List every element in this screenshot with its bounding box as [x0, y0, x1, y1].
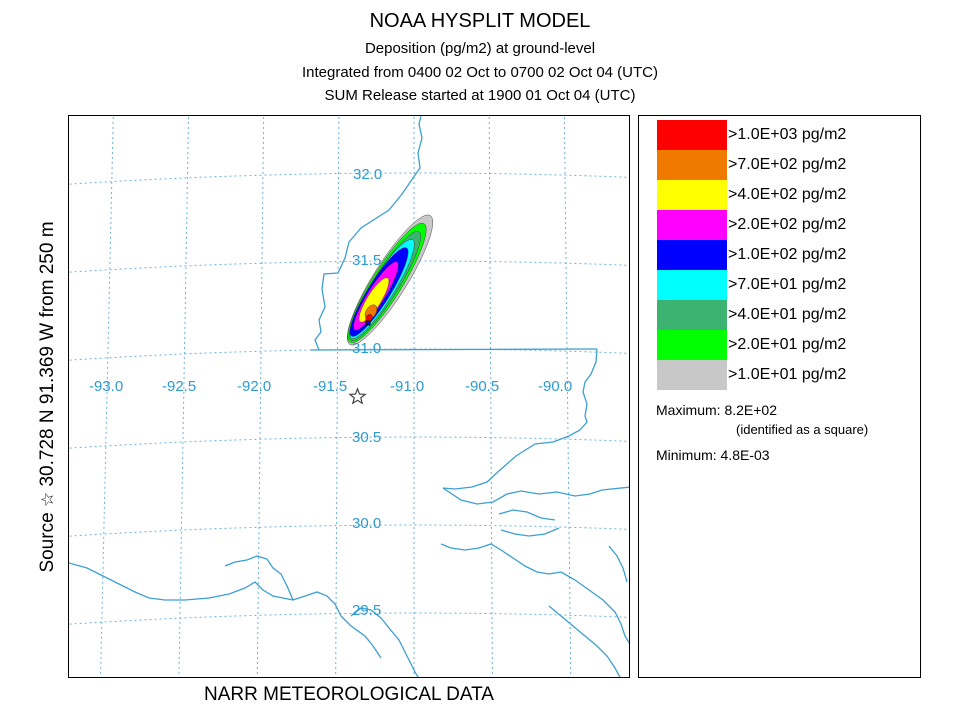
gulf-coast-lower [69, 562, 294, 601]
source-prefix: Source [37, 512, 58, 573]
state-boundaries [69, 116, 629, 677]
meridian-line [256, 116, 265, 677]
legend-item: >2.0E+02 pg/m2 [657, 210, 846, 240]
maximum-value: Maximum: 8.2E+02 [656, 402, 777, 418]
graticule [69, 116, 629, 677]
quantity-subtitle: Deposition (pg/m2) at ground-level [364, 40, 596, 57]
lat-label: 31.5 [352, 252, 382, 269]
legend-label: >4.0E+01 pg/m2 [728, 306, 847, 323]
lat-label: 31.0 [352, 340, 382, 357]
legend-panel: >1.0E+03 pg/m2 >7.0E+02 pg/m2 >4.0E+02 p… [638, 115, 921, 678]
legend-swatch [657, 240, 727, 270]
mississippi-river-boundary [314, 116, 423, 351]
minimum-value: Minimum: 4.8E-03 [656, 447, 770, 463]
legend-swatch [657, 150, 727, 180]
legend-swatch [657, 180, 727, 210]
meridian-line [178, 116, 190, 677]
legend-item: >7.0E+02 pg/m2 [657, 150, 846, 180]
legend-label: >7.0E+02 pg/m2 [728, 156, 847, 173]
meteorological-data-label: NARR METEOROLOGICAL DATA [204, 684, 494, 705]
map-panel: -93.0 -92.5 -92.0 -91.5 -91.0 -90.5 -90.… [68, 115, 630, 678]
deposition-plume [347, 214, 433, 346]
lon-label: -90.0 [538, 378, 573, 395]
integration-period: Integrated from 0400 02 Oct to 0700 02 O… [301, 64, 658, 81]
legend-swatch [657, 210, 727, 240]
meridian-line [335, 116, 340, 677]
legend-swatch [657, 330, 727, 360]
vermilion-bay-shore [224, 555, 294, 601]
legend-label: >2.0E+01 pg/m2 [728, 336, 847, 353]
parallel-line [69, 172, 629, 185]
parallel-line [69, 612, 629, 625]
legend-label: >1.0E+01 pg/m2 [728, 366, 847, 383]
legend-swatch [657, 270, 727, 300]
legend-label: >1.0E+03 pg/m2 [728, 126, 847, 143]
lat-label: 30.5 [352, 429, 382, 446]
legend-item: >4.0E+01 pg/m2 [657, 300, 846, 330]
chandeleur-islands [608, 545, 628, 583]
barataria-shore [440, 543, 562, 575]
source-coordinates: 30.728 N 91.369 W from 250 m [37, 221, 58, 487]
parallel-line [69, 436, 629, 449]
lake-pontchartrain-south [500, 527, 560, 537]
lon-label: -91.0 [390, 378, 425, 395]
gulf-coast-upper [442, 486, 629, 505]
legend-label: >2.0E+02 pg/m2 [728, 216, 847, 233]
star-icon: ☆ [38, 491, 57, 508]
legend-swatch [657, 360, 727, 390]
map-canvas [69, 116, 629, 677]
meridian-line [100, 116, 114, 677]
atchafalaya-delta-shore [292, 591, 382, 659]
parallel-line [69, 260, 629, 273]
lon-label: -92.0 [237, 378, 272, 395]
legend-item: >1.0E+01 pg/m2 [657, 360, 846, 390]
lat-label: 30.0 [352, 515, 382, 532]
legend-label: >7.0E+01 pg/m2 [728, 276, 847, 293]
legend-label: >1.0E+02 pg/m2 [728, 246, 847, 263]
parallel-line [69, 524, 629, 537]
parallel-line [69, 348, 629, 361]
legend-item: >7.0E+01 pg/m2 [657, 270, 846, 300]
star-icon [348, 387, 367, 405]
legend-item: >1.0E+02 pg/m2 [657, 240, 846, 270]
lon-label: -90.5 [465, 378, 500, 395]
meridian-line [563, 116, 572, 677]
lake-pontchartrain-north [498, 509, 556, 521]
legend-label: >4.0E+02 pg/m2 [728, 186, 847, 203]
lon-label: -92.5 [162, 378, 197, 395]
legend-swatch [657, 120, 727, 150]
legend-item: >1.0E+03 pg/m2 [657, 120, 846, 150]
lon-label: -91.5 [313, 378, 348, 395]
legend-item: >2.0E+01 pg/m2 [657, 330, 846, 360]
release-info: SUM Release started at 1900 01 Oct 04 (U… [324, 87, 636, 104]
source-marker [348, 387, 367, 405]
source-location-label: Source ☆ 30.728 N 91.369 W from 250 m [37, 221, 59, 572]
maximum-square-marker [365, 320, 371, 326]
maximum-note: (identified as a square) [736, 422, 869, 437]
pearl-river-boundary [442, 348, 598, 490]
lat-label: 29.5 [352, 602, 382, 619]
lat-label: 32.0 [353, 166, 383, 183]
delta-shore-east [560, 571, 629, 644]
map-title: NOAA HYSPLIT MODEL [369, 10, 591, 32]
terrebonne-shore [350, 607, 419, 677]
lon-label: -93.0 [89, 378, 124, 395]
legend-item: >4.0E+02 pg/m2 [657, 180, 846, 210]
legend-swatch [657, 300, 727, 330]
louisiana-mississippi-line [310, 348, 598, 351]
delta-shore-inner [548, 605, 621, 677]
meridian-line [488, 116, 493, 677]
